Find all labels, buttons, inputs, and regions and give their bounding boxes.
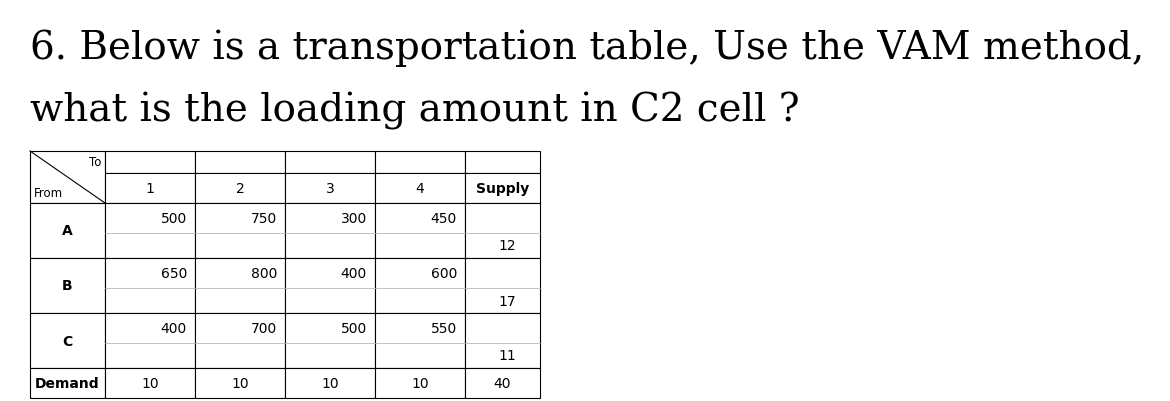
Text: 10: 10: [411, 376, 429, 390]
Text: C: C: [62, 334, 73, 348]
Bar: [30, 258, 105, 313]
Bar: [30, 313, 105, 368]
Text: 600: 600: [431, 266, 457, 280]
Text: 11: 11: [498, 348, 516, 363]
Bar: [105, 174, 195, 203]
Text: 400: 400: [160, 321, 187, 335]
Bar: [30, 152, 105, 203]
Bar: [376, 368, 464, 398]
Bar: [195, 258, 285, 313]
Text: 40: 40: [494, 376, 511, 390]
Bar: [195, 203, 285, 258]
Bar: [285, 174, 376, 203]
Bar: [464, 174, 541, 203]
Bar: [105, 258, 195, 313]
Bar: [376, 313, 464, 368]
Bar: [30, 203, 105, 258]
Text: 10: 10: [142, 376, 159, 390]
Text: 1: 1: [145, 182, 154, 196]
Bar: [30, 368, 105, 398]
Bar: [376, 152, 464, 174]
Text: 10: 10: [232, 376, 249, 390]
Bar: [195, 174, 285, 203]
Bar: [105, 368, 195, 398]
Text: 550: 550: [431, 321, 457, 335]
Text: To: To: [89, 156, 101, 168]
Bar: [285, 313, 376, 368]
Text: 750: 750: [250, 211, 277, 225]
Bar: [285, 258, 376, 313]
Bar: [464, 368, 541, 398]
Bar: [376, 258, 464, 313]
Bar: [285, 152, 376, 174]
Text: Demand: Demand: [35, 376, 99, 390]
Bar: [195, 313, 285, 368]
Bar: [464, 203, 541, 258]
Text: 450: 450: [431, 211, 457, 225]
Bar: [464, 152, 541, 174]
Text: 400: 400: [340, 266, 367, 280]
Bar: [464, 258, 541, 313]
Text: 500: 500: [160, 211, 187, 225]
Text: 12: 12: [498, 239, 516, 253]
Bar: [376, 203, 464, 258]
Text: 10: 10: [322, 376, 339, 390]
Bar: [105, 152, 195, 174]
Text: Supply: Supply: [476, 182, 529, 196]
Bar: [285, 203, 376, 258]
Bar: [464, 313, 541, 368]
Text: what is the loading amount in C2 cell ?: what is the loading amount in C2 cell ?: [30, 92, 799, 130]
Text: 6. Below is a transportation table, Use the VAM method,: 6. Below is a transportation table, Use …: [30, 30, 1144, 67]
Text: 650: 650: [160, 266, 187, 280]
Text: 500: 500: [340, 321, 367, 335]
Text: 2: 2: [235, 182, 245, 196]
Text: 700: 700: [250, 321, 277, 335]
Text: 3: 3: [325, 182, 335, 196]
Text: 4: 4: [415, 182, 425, 196]
Bar: [195, 152, 285, 174]
Bar: [195, 368, 285, 398]
Text: A: A: [62, 224, 73, 238]
Bar: [105, 203, 195, 258]
Text: 300: 300: [340, 211, 367, 225]
Text: 17: 17: [498, 294, 516, 308]
Bar: [376, 174, 464, 203]
Text: 800: 800: [250, 266, 277, 280]
Bar: [105, 313, 195, 368]
Text: B: B: [62, 279, 73, 293]
Bar: [285, 368, 376, 398]
Text: From: From: [34, 186, 63, 200]
